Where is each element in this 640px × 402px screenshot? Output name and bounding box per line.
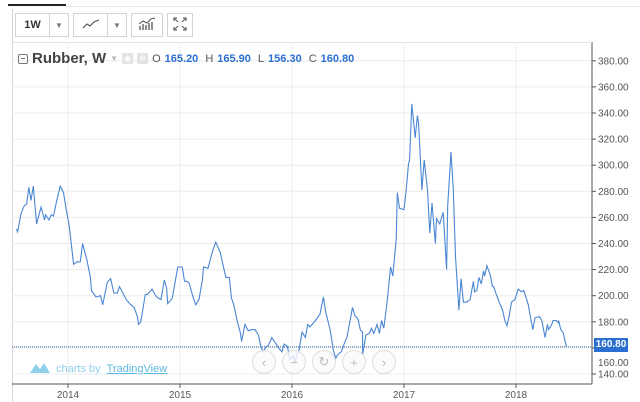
tradingview-branding[interactable]: charts by TradingView [30, 361, 167, 376]
last-price-label: 160.80 [594, 338, 628, 352]
symbol-title: Rubber, W [32, 50, 107, 67]
y-tick-label: 220.00 [598, 265, 629, 276]
low-label: L [257, 52, 265, 65]
fullscreen-button[interactable] [167, 13, 193, 37]
close-value: 160.80 [320, 52, 355, 65]
y-tick-label: 260.00 [598, 213, 629, 224]
indicators-icon [138, 17, 156, 34]
close-label: C [308, 52, 317, 65]
y-tick-label: 240.00 [598, 239, 629, 250]
y-tick-label: 140.00 [598, 370, 629, 381]
divider [66, 6, 640, 7]
tradingview-link[interactable]: TradingView [106, 362, 168, 375]
interval-label: 1W [24, 19, 41, 31]
y-tick-label: 360.00 [598, 82, 629, 93]
series-line-rubber [15, 103, 567, 364]
y-tick-label: 320.00 [598, 135, 629, 146]
scroll-right-icon[interactable]: › [372, 350, 396, 374]
chart-frame [12, 9, 629, 402]
high-value: 165.90 [217, 52, 251, 65]
reset-icon[interactable]: ↻ [312, 350, 336, 374]
chart-style-select[interactable]: ▼ [73, 13, 127, 37]
high-label: H [205, 52, 214, 65]
x-tick-label: 2015 [169, 390, 192, 401]
interval-select[interactable]: 1W ▼ [15, 13, 69, 37]
tradingview-logo-icon [30, 361, 50, 376]
zoom-out-icon[interactable]: − [282, 350, 306, 374]
chart-navigation: ‹ − ↻ + › [252, 350, 396, 374]
y-tick-label: 380.00 [598, 56, 629, 67]
indicators-button[interactable] [131, 13, 163, 37]
collapse-icon[interactable] [18, 53, 28, 64]
chevron-down-icon[interactable]: ▼ [49, 14, 68, 36]
chart-toolbar: 1W ▼ ▼ [15, 13, 193, 37]
open-value: 165.20 [164, 52, 199, 65]
gear-icon[interactable]: ✲ [137, 53, 149, 64]
y-tick-label: 160.00 [598, 358, 629, 369]
x-tick-label: 2017 [393, 390, 416, 401]
branding-prefix: charts by [56, 362, 101, 375]
chevron-down-icon[interactable]: ▼ [107, 14, 126, 36]
x-tick-label: 2014 [57, 390, 80, 401]
expand-icon [173, 16, 187, 34]
zoom-in-icon[interactable]: + [342, 350, 366, 374]
chevron-down-icon[interactable]: ▼ [110, 54, 119, 63]
y-tick-label: 180.00 [598, 317, 629, 328]
scroll-left-icon[interactable]: ‹ [252, 350, 276, 374]
y-tick-label: 280.00 [598, 187, 629, 198]
y-tick-label: 200.00 [598, 291, 629, 302]
line-chart-icon [74, 18, 107, 32]
series-legend: Rubber, W ▼ ◉ ✲ O 165.20 H 165.90 L 156.30 … [18, 50, 357, 67]
open-label: O [152, 52, 161, 65]
y-tick-label: 300.00 [598, 161, 629, 172]
toolbar-separator [12, 42, 592, 43]
x-tick-label: 2016 [281, 390, 304, 401]
y-tick-label: 340.00 [598, 109, 629, 120]
x-tick-label: 2018 [505, 390, 528, 401]
low-value: 156.30 [268, 52, 302, 65]
active-tab-indicator [8, 4, 66, 6]
eye-icon[interactable]: ◉ [122, 53, 134, 64]
